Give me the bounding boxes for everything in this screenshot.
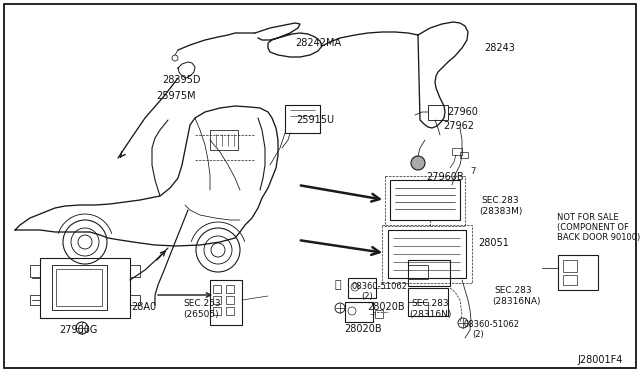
Bar — [345, 302, 373, 322]
Text: (COMPONENT OF: (COMPONENT OF — [557, 223, 629, 232]
Text: 28A0: 28A0 — [131, 302, 156, 312]
Bar — [226, 307, 234, 315]
Text: (2): (2) — [361, 292, 372, 301]
Bar — [460, 152, 468, 158]
Circle shape — [411, 156, 425, 170]
Text: BACK DOOR 90100): BACK DOOR 90100) — [557, 233, 640, 242]
Text: 28243: 28243 — [484, 43, 515, 53]
Bar — [210, 130, 238, 150]
Bar — [40, 258, 130, 318]
Bar — [408, 260, 450, 286]
Text: 08360-51062: 08360-51062 — [463, 320, 519, 329]
Text: SEC.283: SEC.283 — [411, 299, 449, 308]
Bar — [130, 295, 140, 305]
Bar — [213, 285, 221, 293]
Text: 27960B: 27960B — [426, 172, 463, 182]
Text: 27962: 27962 — [443, 121, 474, 131]
Bar — [226, 285, 234, 293]
Bar — [558, 255, 598, 290]
Bar — [130, 265, 140, 277]
Bar — [213, 307, 221, 315]
Bar — [408, 265, 428, 279]
Bar — [385, 176, 465, 226]
Text: SEC.283: SEC.283 — [481, 196, 518, 205]
Text: 08360-51062: 08360-51062 — [352, 282, 408, 291]
Text: Ⓢ: Ⓢ — [335, 280, 341, 290]
Text: SEC.283: SEC.283 — [494, 286, 532, 295]
Text: 28242MA: 28242MA — [295, 38, 341, 48]
Text: 28020B: 28020B — [367, 302, 404, 312]
Text: (28316N): (28316N) — [409, 310, 451, 319]
Bar — [56, 269, 102, 306]
Bar — [30, 295, 40, 305]
Text: (28316NA): (28316NA) — [492, 297, 541, 306]
Text: (26505): (26505) — [183, 310, 219, 319]
Text: 25915U: 25915U — [296, 115, 334, 125]
Text: 27960: 27960 — [447, 107, 478, 117]
Text: 7: 7 — [470, 167, 476, 176]
Bar — [563, 275, 577, 285]
Bar — [226, 296, 234, 304]
Text: (2): (2) — [472, 330, 484, 339]
Bar — [452, 148, 462, 155]
Text: 28051: 28051 — [478, 238, 509, 248]
Bar — [52, 265, 107, 310]
Bar — [382, 225, 472, 283]
Text: 28020B: 28020B — [344, 324, 381, 334]
Bar — [210, 280, 242, 325]
Text: (28383M): (28383M) — [479, 207, 522, 216]
Bar — [30, 265, 40, 277]
Bar — [428, 105, 448, 120]
Bar — [408, 302, 428, 316]
Bar — [408, 288, 448, 316]
Bar — [285, 105, 320, 133]
Text: NOT FOR SALE: NOT FOR SALE — [557, 213, 619, 222]
Bar — [390, 180, 460, 220]
Text: 25975M: 25975M — [156, 91, 196, 101]
Text: 27900G: 27900G — [59, 325, 97, 335]
Text: SEC.253: SEC.253 — [183, 299, 221, 308]
Bar — [375, 310, 383, 318]
Text: 28395D: 28395D — [162, 75, 200, 85]
Bar — [563, 260, 577, 272]
Bar — [348, 278, 376, 298]
Bar — [388, 230, 466, 278]
Text: J28001F4: J28001F4 — [577, 355, 622, 365]
Bar — [213, 296, 221, 304]
